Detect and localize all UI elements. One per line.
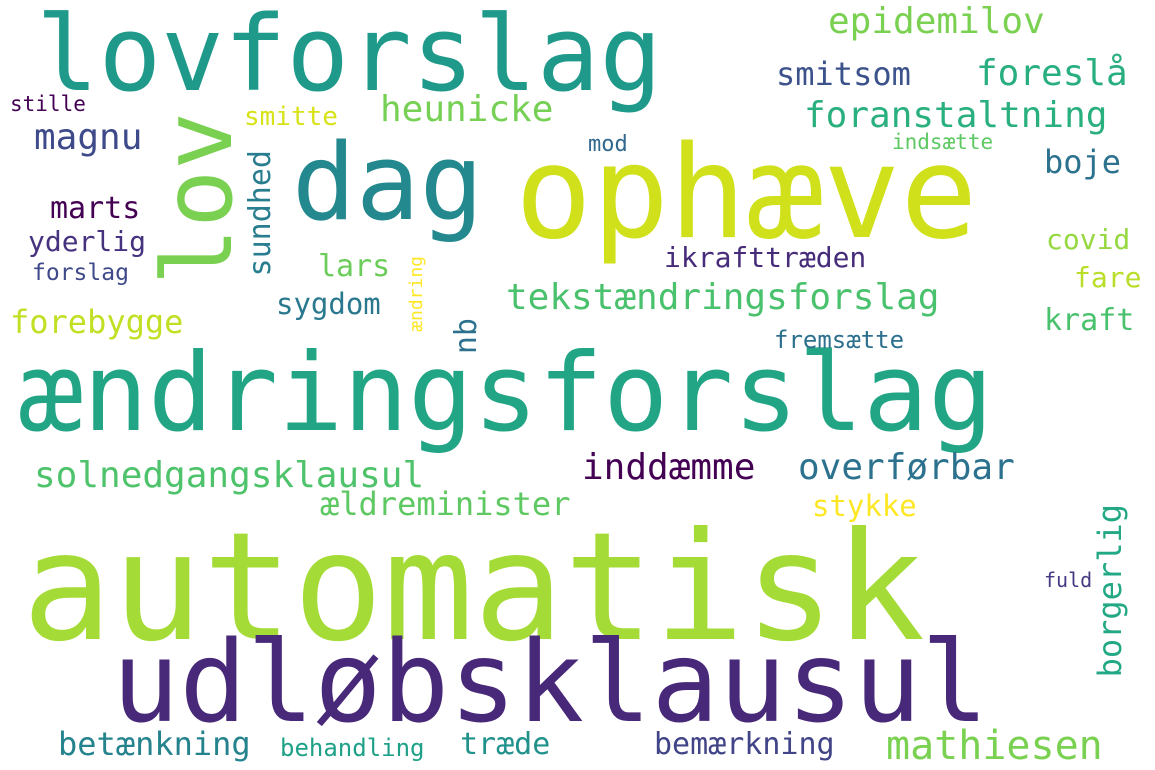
word-fuld: fuld — [1044, 568, 1093, 592]
word-aendringsforslag: ændringsforslag — [18, 331, 994, 456]
word-bemaerkning: bemærkning — [654, 727, 835, 762]
word-heunicke: heunicke — [380, 89, 554, 130]
word-stille: stille — [10, 92, 86, 116]
word-sygdom: sygdom — [276, 287, 381, 321]
word-lov: lov — [142, 112, 254, 286]
word-marts: marts — [50, 191, 141, 226]
word-foranstaltning: foranstaltning — [804, 95, 1108, 136]
word-forebygge: forebygge — [10, 303, 184, 341]
word-aendring: ændring — [406, 256, 427, 332]
word-stykke: stykke — [812, 489, 917, 523]
word-yderlig: yderlig — [28, 225, 147, 258]
word-borgerlig: borgerlig — [1091, 504, 1129, 678]
word-covid: covid — [1046, 223, 1131, 256]
word-nb: nb — [449, 318, 484, 355]
word-overforbar: overførbar — [798, 447, 1015, 488]
word-lars: lars — [318, 249, 391, 284]
word-lovforslag: lovforslag — [36, 0, 663, 115]
word-udlobsklausul: udløbsklausul — [112, 618, 989, 748]
word-traede: træde — [460, 727, 551, 762]
word-solnedgangsklausul: solnedgangsklausul — [34, 455, 425, 496]
word-aeldreminister: ældreminister — [320, 485, 571, 523]
word-sundhed: sundhed — [243, 150, 278, 277]
word-betaenkning: betænkning — [58, 725, 251, 763]
word-fare: fare — [1074, 261, 1142, 294]
word-kraft: kraft — [1044, 303, 1135, 338]
word-magnu: magnu — [34, 117, 143, 158]
word-foresla: foreslå — [976, 53, 1128, 94]
word-smitte: smitte — [244, 102, 338, 132]
word-ophaeve: ophæve — [515, 119, 978, 268]
word-tekstaendringsforslag: tekstændringsforslag — [506, 277, 940, 318]
word-epidemilov: epidemilov — [828, 1, 1045, 42]
word-mod: mod — [588, 132, 628, 157]
word-ikrafttraeden: ikrafttræden — [664, 241, 867, 274]
word-dag: dag — [292, 121, 484, 244]
word-mathiesen: mathiesen — [886, 723, 1103, 769]
word-forslag: forslag — [32, 260, 129, 286]
word-fremsaette: fremsætte — [774, 326, 905, 354]
word-indsaette: indsætte — [892, 130, 994, 154]
word-boje: boje — [1044, 143, 1122, 181]
word-inddaemme: inddæmme — [582, 447, 756, 488]
word-behandling: behandling — [280, 734, 425, 762]
word-automatisk: automatisk — [22, 501, 926, 675]
word-smitsom: smitsom — [776, 55, 911, 93]
